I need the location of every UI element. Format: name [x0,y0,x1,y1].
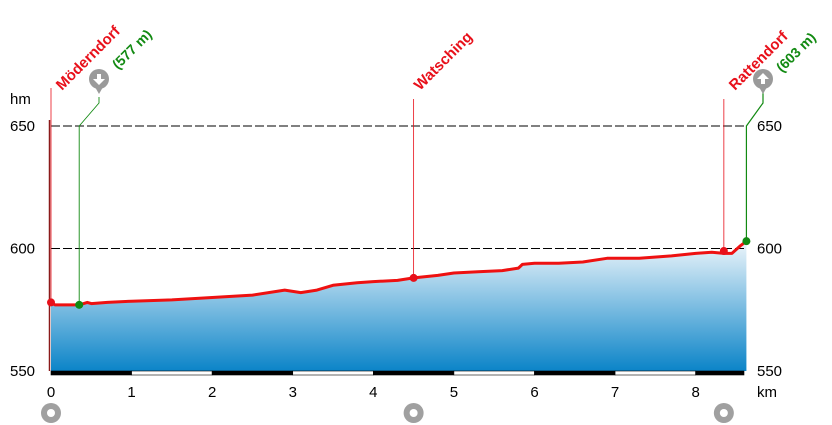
location-icon-dot [409,409,418,417]
y-tick-label-right: 600 [757,241,782,258]
x-axis-segment [131,370,213,376]
x-axis-segment [373,370,455,376]
icon-pointer [95,87,103,94]
extreme-marker [742,237,751,246]
location-icon-dot [47,409,55,417]
x-axis-segment [534,370,616,376]
x-tick-label: 0 [47,384,55,401]
icon-arrow [757,73,769,84]
location-icon [713,403,734,423]
x-axis-segment [211,370,294,376]
waypoint-label: Watsching [411,29,476,94]
location-icon [403,403,424,423]
x-tick-label: 5 [450,384,458,401]
x-tick-label: 1 [127,384,135,401]
y-tick-label-right: 550 [757,363,782,380]
arrow-up-icon [753,69,773,94]
y-tick-label-right: 650 [757,118,782,135]
x-tick-label: 3 [289,384,297,401]
waypoint-marker [719,246,728,255]
x-axis-segment [453,370,535,376]
waypoint-marker [47,298,55,307]
x-tick-label: 8 [691,384,699,401]
y-tick-label-left: 600 [10,241,35,258]
y-tick-label-left: 550 [10,363,35,380]
x-tick-label: 7 [611,384,619,401]
x-tick-label: 2 [208,384,216,401]
waypoint-marker [409,273,418,282]
icon-pointer [759,87,767,94]
y-tick-label-left: 650 [10,118,35,135]
location-icon [41,403,61,423]
icon-arrow [93,74,105,85]
x-axis-unit-label: km [757,384,777,401]
x-axis-segment [50,370,132,376]
location-icon-dot [719,409,728,417]
x-axis-segment [695,370,745,376]
arrow-down-icon [89,69,109,94]
y-axis-unit-label: hm [10,91,31,108]
x-axis-segment [614,370,696,376]
high-point-line [745,88,764,242]
low-point-line [78,97,100,305]
profile-area-fill [51,241,747,371]
extreme-marker [75,300,84,309]
x-axis-segment [292,370,374,376]
x-tick-label: 6 [530,384,538,401]
x-tick-label: 4 [369,384,377,401]
